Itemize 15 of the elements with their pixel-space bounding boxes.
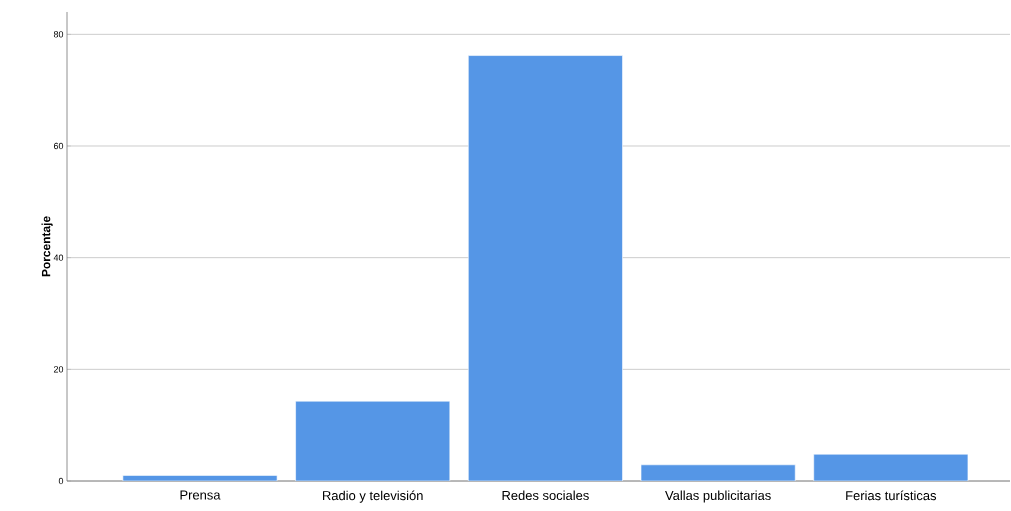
x-tick-label: Redes sociales	[502, 490, 589, 501]
x-tick-label: Radio y televisión	[323, 490, 423, 503]
y-tick-label: 0	[58, 477, 64, 485]
x-tick-label: Prensa	[180, 490, 221, 500]
bar	[468, 55, 623, 481]
y-tick-label: 20	[53, 366, 64, 373]
y-axis-title: Porcentaje	[41, 216, 53, 277]
bar	[813, 453, 969, 481]
bar	[640, 464, 796, 481]
bar	[295, 400, 451, 481]
y-tick-label: 60	[53, 142, 64, 150]
x-tick-label: Ferias turísticas	[846, 490, 937, 501]
y-tick-label: 40	[53, 254, 64, 261]
x-tick-label: Vallas publicitarias	[665, 490, 771, 503]
y-tick-label: 80	[53, 31, 64, 38]
